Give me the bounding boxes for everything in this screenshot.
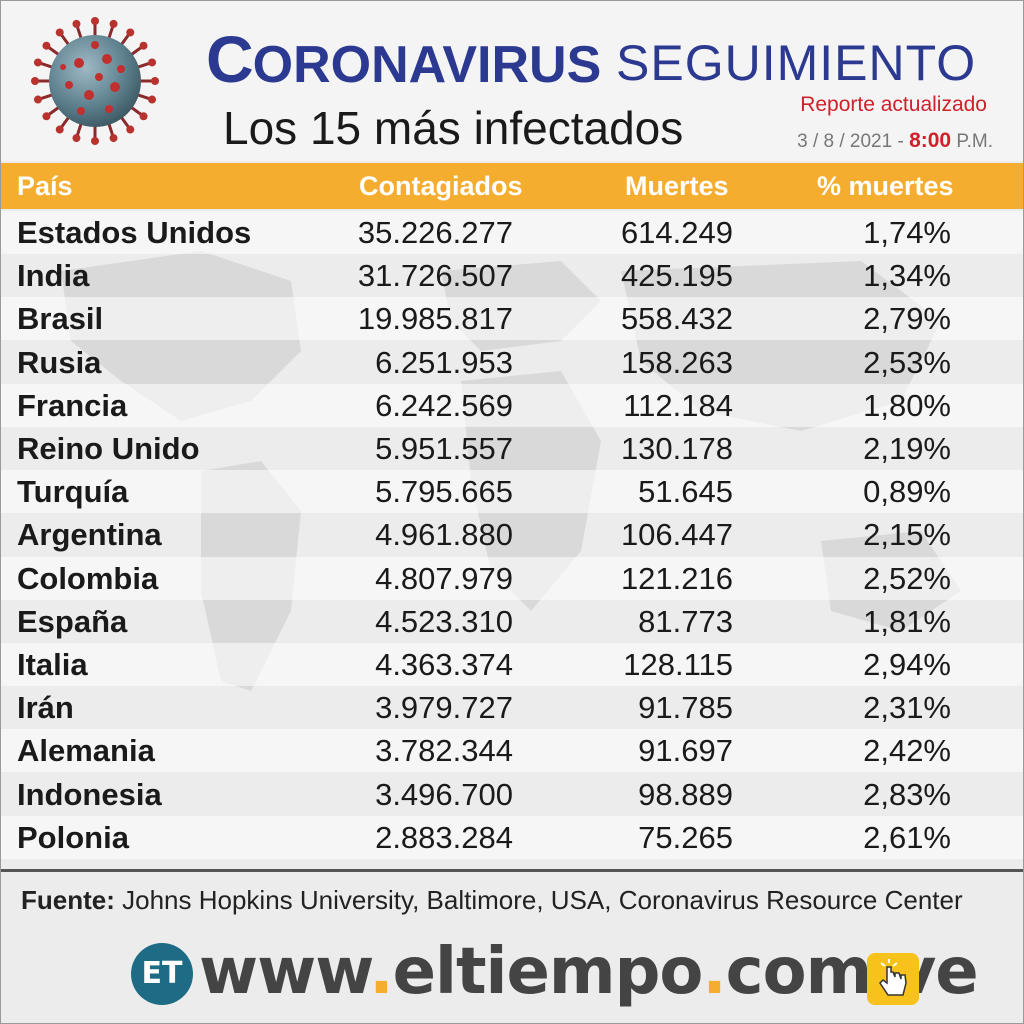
cell-cases: 4.523.310 xyxy=(375,603,513,639)
cell-pct: 2,83% xyxy=(863,776,951,812)
coronavirus-icon xyxy=(31,17,159,145)
cell-deaths: 51.645 xyxy=(638,474,733,510)
cell-country: Indonesia xyxy=(17,776,162,812)
report-date: 3 / 8 / 2021 - 8:00 P.M. xyxy=(797,129,993,152)
cell-deaths: 91.785 xyxy=(638,690,733,726)
cell-cases: 6.251.953 xyxy=(375,344,513,380)
cell-pct: 2,31% xyxy=(863,690,951,726)
cell-country: España xyxy=(17,603,128,639)
cell-deaths: 128.115 xyxy=(623,647,733,682)
table-row: Francia 6.242.569 112.184 1,80% xyxy=(1,383,1023,427)
cell-cases: 19.985.817 xyxy=(357,301,513,337)
subtitle: Los 15 más infectados xyxy=(223,102,684,154)
cell-country: Colombia xyxy=(17,560,159,596)
cell-pct: 2,79% xyxy=(863,301,951,337)
logo: ET xyxy=(131,943,193,1005)
cell-country: Irán xyxy=(17,690,74,726)
report-label: Reporte actualizado xyxy=(800,93,987,116)
col-cases: Contagiados xyxy=(359,171,523,201)
cell-cases: 35.226.277 xyxy=(357,215,513,250)
col-deaths: Muertes xyxy=(625,171,729,201)
cell-cases: 6.242.569 xyxy=(375,387,513,423)
cell-deaths: 112.184 xyxy=(623,387,733,423)
cell-cases: 3.782.344 xyxy=(375,733,513,769)
cell-pct: 2,61% xyxy=(863,819,951,855)
table-row: Polonia 2.883.284 75.265 2,61% xyxy=(1,815,1023,859)
cell-country: Francia xyxy=(17,387,128,423)
table-body: Estados Unidos 35.226.277 614.249 1,74% Indi… xyxy=(1,211,1023,861)
cell-deaths: 130.178 xyxy=(620,431,733,466)
cell-cases: 3.496.700 xyxy=(375,776,513,812)
cell-country: Polonia xyxy=(17,819,129,855)
cell-deaths: 81.773 xyxy=(638,603,733,639)
table-row: Rusia 6.251.953 158.263 2,53% xyxy=(1,341,1023,384)
source-note: Fuente: Johns Hopkins University, Baltim… xyxy=(21,885,963,915)
title: CORONAVIRUS xyxy=(206,22,602,96)
cell-pct: 1,80% xyxy=(863,387,951,423)
table-row: Alemania 3.782.344 91.697 2,42% xyxy=(1,729,1023,773)
cell-deaths: 91.697 xyxy=(638,733,733,769)
cell-pct: 0,89% xyxy=(863,474,951,510)
cell-pct: 2,15% xyxy=(863,517,951,553)
table-row: España 4.523.310 81.773 1,81% xyxy=(1,600,1023,643)
cell-pct: 2,52% xyxy=(863,560,951,596)
cell-deaths: 614.249 xyxy=(620,215,733,250)
cell-pct: 2,42% xyxy=(863,733,951,769)
table-row: India 31.726.507 425.195 1,34% xyxy=(1,254,1023,297)
table-row: Colombia 4.807.979 121.216 2,52% xyxy=(1,556,1023,600)
cell-country: Alemania xyxy=(17,733,155,769)
cell-cases: 31.726.507 xyxy=(357,258,513,294)
cell-country: Rusia xyxy=(17,344,102,380)
cell-deaths: 106.447 xyxy=(620,517,733,553)
cell-pct: 1,74% xyxy=(863,215,951,250)
table-row: Brasil 19.985.817 558.432 2,79% xyxy=(1,297,1023,341)
cell-cases: 3.979.727 xyxy=(375,690,513,726)
cell-country: Italia xyxy=(17,647,88,682)
cell-cases: 2.883.284 xyxy=(375,819,513,855)
cell-deaths: 425.195 xyxy=(620,258,733,294)
cell-cases: 4.961.880 xyxy=(375,517,513,553)
header: CORONAVIRUS SEGUIMIENTO Los 15 más infec… xyxy=(1,1,1023,161)
table-row: Estados Unidos 35.226.277 614.249 1,74% xyxy=(1,211,1023,254)
table-row: Argentina 4.961.880 106.447 2,15% xyxy=(1,513,1023,556)
table-row: Indonesia 3.496.700 98.889 2,83% xyxy=(1,773,1023,816)
table-row: Reino Unido 5.951.557 130.178 2,19% xyxy=(1,427,1023,470)
cell-cases: 5.951.557 xyxy=(375,431,513,466)
table-row: Italia 4.363.374 128.115 2,94% xyxy=(1,643,1023,686)
table-header: País Contagiados Muertes % muertes xyxy=(1,163,1023,209)
cell-country: Argentina xyxy=(17,517,162,553)
col-pct: % muertes xyxy=(817,171,954,201)
cell-cases: 4.363.374 xyxy=(375,647,513,682)
cell-cases: 5.795.665 xyxy=(375,474,513,510)
cell-deaths: 558.432 xyxy=(620,301,733,337)
cell-pct: 2,53% xyxy=(863,344,951,380)
cell-deaths: 75.265 xyxy=(638,819,733,855)
cell-country: India xyxy=(17,258,90,294)
cell-cases: 4.807.979 xyxy=(375,560,513,596)
cell-deaths: 158.263 xyxy=(620,344,733,380)
cell-deaths: 98.889 xyxy=(638,776,733,812)
cell-pct: 1,81% xyxy=(863,603,951,639)
title-secondary: SEGUIMIENTO xyxy=(616,35,977,91)
cell-country: Turquía xyxy=(17,474,129,510)
cell-country: Reino Unido xyxy=(17,431,200,466)
col-country: País xyxy=(17,171,73,201)
cell-pct: 2,94% xyxy=(863,647,951,682)
cell-country: Brasil xyxy=(17,301,104,337)
table-row: Irán 3.979.727 91.785 2,31% xyxy=(1,686,1023,729)
hand-pointer-icon[interactable] xyxy=(867,953,919,1005)
cell-pct: 2,19% xyxy=(863,431,951,466)
cell-country: Estados Unidos xyxy=(17,215,252,250)
cell-deaths: 121.216 xyxy=(620,560,733,596)
website-url[interactable]: www.eltiempo.com.ve xyxy=(199,935,979,1009)
divider xyxy=(1,869,1023,872)
table-row: Turquía 5.795.665 51.645 0,89% xyxy=(1,470,1023,514)
cell-pct: 1,34% xyxy=(863,258,951,294)
